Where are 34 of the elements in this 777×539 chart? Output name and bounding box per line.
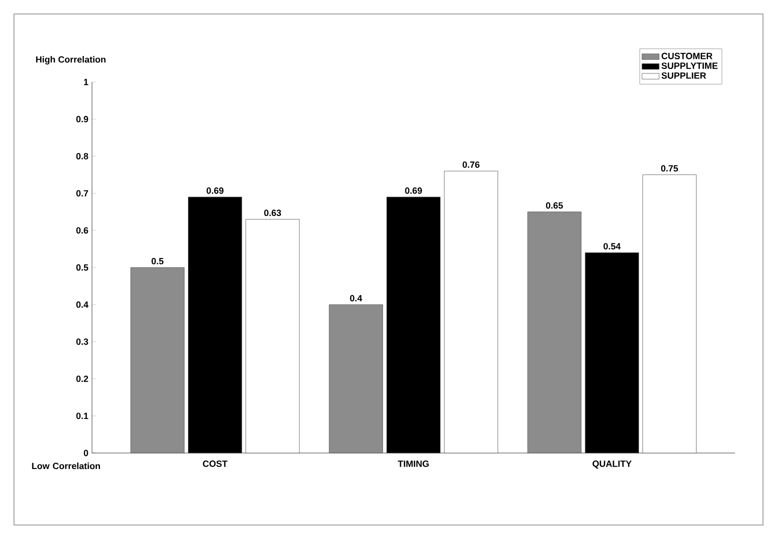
x-tick-label: TIMING — [398, 460, 429, 467]
text: High Correlation — [36, 56, 106, 64]
y-tick-label: 0.7 — [76, 190, 88, 196]
bar — [130, 267, 184, 454]
data-label: 0.69 — [405, 187, 422, 194]
y-tick-label: 0.8 — [76, 153, 88, 160]
legend-label: CUSTOMER — [662, 52, 712, 60]
data-label: 0.63 — [264, 210, 282, 216]
x-tick-label: COST — [202, 460, 228, 467]
y-tick-label: 0.2 — [76, 376, 88, 382]
data-label: 0.69 — [206, 187, 224, 194]
data-label: 0.5 — [152, 258, 164, 264]
bar — [642, 174, 697, 454]
y-tick-label: 0.6 — [76, 227, 88, 234]
x-tick-label: QUALITY — [592, 460, 632, 469]
data-label: 0.75 — [661, 165, 678, 172]
legend-label: SUPPLIER — [662, 72, 706, 79]
data-label: 0.4 — [350, 295, 362, 302]
data-label: 0.54 — [604, 243, 621, 250]
y-tick-label: 0 — [84, 450, 88, 456]
y-tick-label: 0.4 — [76, 301, 88, 308]
data-label: 0.76 — [462, 161, 480, 168]
data-label: 0.65 — [546, 202, 563, 209]
y-tick-label: 0.1 — [76, 412, 88, 420]
y-tick-label: 0.3 — [76, 338, 88, 345]
y-tick-label: 0.5 — [76, 264, 88, 271]
y-tick-label: 0.9 — [76, 116, 88, 122]
bar — [246, 219, 300, 454]
y-tick-label: 1 — [84, 78, 88, 86]
legend-label: SUPPLYTIME — [662, 62, 718, 69]
bar — [444, 170, 498, 454]
bar — [328, 304, 383, 454]
bar — [527, 212, 582, 454]
text: Low Correlation — [32, 462, 100, 470]
